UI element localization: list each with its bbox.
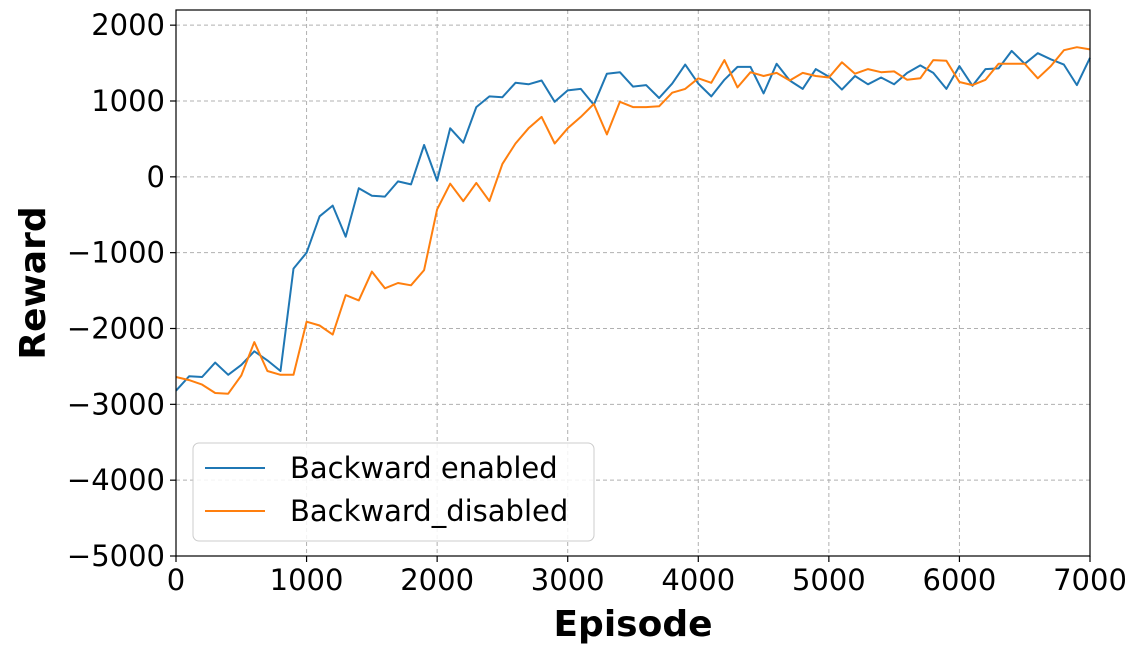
x-tick-label: 2000	[400, 563, 474, 597]
x-tick-label: 7000	[1053, 563, 1127, 597]
legend: Backward enabled Backward_disabled	[192, 442, 595, 542]
ticks: 0 1000 2000 3000 4000 5000 6000 7000 −5000 −4000 −…	[67, 8, 1127, 597]
series-line-backward-disabled	[175, 46, 1091, 395]
series-line-backward-enabled	[175, 49, 1091, 392]
y-tick-label: −5000	[67, 539, 165, 573]
legend-label-backward-enabled: Backward enabled	[290, 451, 558, 485]
y-tick-label: −3000	[67, 387, 165, 421]
y-axis-title: Reward	[13, 206, 54, 359]
y-tick-label: 1000	[91, 84, 165, 118]
x-tick-label: 5000	[792, 563, 866, 597]
x-tick-label: 0	[167, 563, 185, 597]
y-tick-label: −1000	[67, 236, 165, 270]
x-tick-label: 1000	[270, 563, 344, 597]
plot-frame	[175, 9, 1091, 557]
y-tick-label: 0	[147, 160, 165, 194]
x-tick-label: 6000	[923, 563, 997, 597]
x-tick-label: 4000	[661, 563, 735, 597]
y-tick-label: −2000	[67, 312, 165, 346]
legend-label-backward-disabled: Backward_disabled	[290, 494, 568, 528]
series-layer	[175, 46, 1091, 395]
x-tick-label: 3000	[531, 563, 605, 597]
y-tick-label: −4000	[67, 463, 165, 497]
legend-box	[192, 442, 595, 542]
y-tick-label: 2000	[91, 8, 165, 42]
x-axis-title: Episode	[553, 604, 712, 645]
grid	[175, 10, 1091, 557]
